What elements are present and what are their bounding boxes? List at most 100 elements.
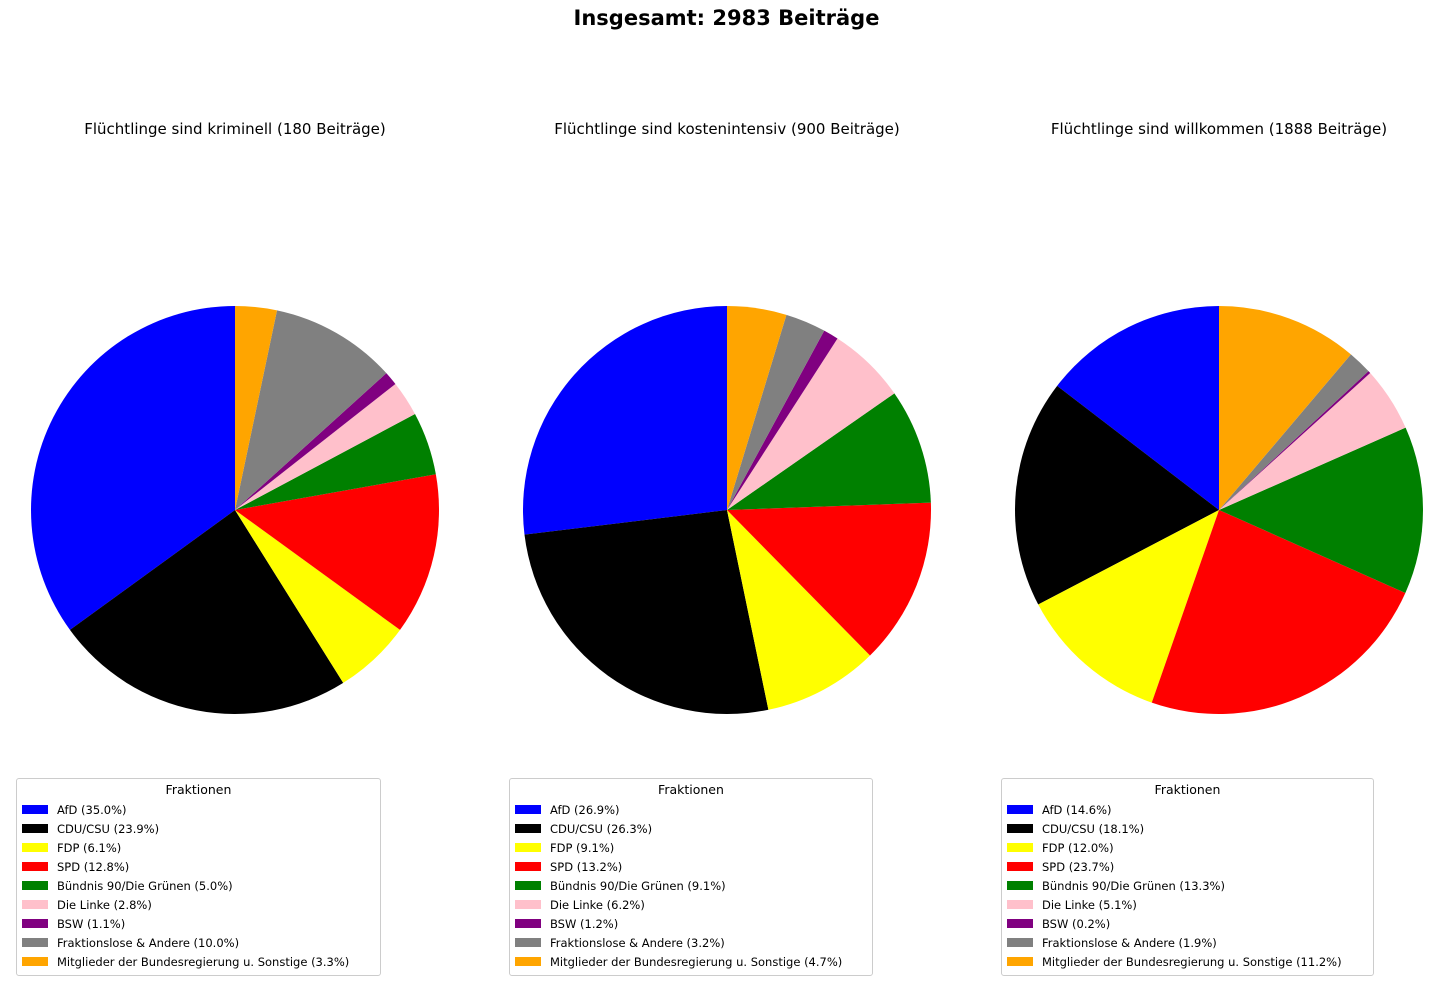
legend-item-bsw: BSW (1.1%) (22, 914, 375, 933)
pie-slice-b-ndnis-90-die-gr-nen (727, 393, 931, 510)
pie-slice-fraktionslose-andere (1219, 354, 1369, 510)
legend-label: CDU/CSU (26.3%) (550, 821, 653, 836)
legend-swatch (1007, 900, 1033, 909)
pie-slice-fraktionslose-andere (727, 314, 825, 510)
legend-item-die-linke: Die Linke (2.8%) (22, 895, 375, 914)
legend-label: Die Linke (6.2%) (550, 897, 645, 912)
legend-item-bsw: BSW (1.2%) (515, 914, 867, 933)
legend-swatch (1007, 805, 1033, 814)
pie-chart-willkommen (1014, 306, 1423, 715)
pie-slice-bsw (1219, 371, 1371, 510)
chart-title-kostenintensiv: Flüchtlinge sind kostenintensiv (900 Bei… (554, 120, 900, 138)
legend-item-fraktionslose-andere: Fraktionslose & Andere (1.9%) (1007, 933, 1368, 952)
legend-swatch (515, 938, 541, 947)
legend-item-afd: AfD (14.6%) (1007, 800, 1368, 819)
legend-item-spd: SPD (23.7%) (1007, 857, 1368, 876)
legend-swatch (515, 862, 541, 871)
pie-slice-b-ndnis-90-die-gr-nen (1219, 427, 1423, 593)
chart-title-kriminell: Flüchtlinge sind kriminell (180 Beiträge… (84, 120, 386, 138)
pie-slice-cdu-csu (524, 510, 769, 714)
legend-swatch (22, 881, 48, 890)
legend-items: AfD (26.9%) CDU/CSU (26.3%) FDP (9.1%) SPD … (515, 800, 867, 971)
legend-item-fdp: FDP (12.0%) (1007, 838, 1368, 857)
legend-label: Fraktionslose & Andere (3.2%) (550, 935, 725, 950)
legend-swatch (1007, 824, 1033, 833)
pie-slice-mitglieder-der-bundesregierung-u-sonstige (235, 306, 277, 510)
pie-slice-bsw (727, 330, 838, 510)
legend-label: Mitglieder der Bundesregierung u. Sonsti… (57, 954, 350, 969)
legend-item-afd: AfD (35.0%) (22, 800, 375, 819)
legend-swatch (22, 862, 48, 871)
legend-label: FDP (12.0%) (1042, 840, 1114, 855)
pie-chart-kriminell (30, 306, 439, 715)
legend-swatch (515, 805, 541, 814)
legend-item-b-ndnis-90-die-gr-nen: Bündnis 90/Die Grünen (5.0%) (22, 876, 375, 895)
legend-swatch (515, 881, 541, 890)
figure-title: Insgesamt: 2983 Beiträge (573, 6, 880, 30)
chart-title-willkommen: Flüchtlinge sind willkommen (1888 Beiträ… (1050, 120, 1388, 138)
legend-item-mitglieder-der-bundesregierung-u-sonstige: Mitglieder der Bundesregierung u. Sonsti… (515, 952, 867, 971)
legend-label: CDU/CSU (23.9%) (57, 821, 160, 836)
pie-slice-fdp (235, 510, 401, 683)
legend-swatch (22, 805, 48, 814)
legend-label: Bündnis 90/Die Grünen (5.0%) (57, 878, 233, 893)
legend-label: FDP (9.1%) (550, 840, 615, 855)
legend-label: BSW (1.1%) (57, 916, 126, 931)
legend-kostenintensiv: Fraktionen AfD (26.9%) CDU/CSU (26.3%) FDP… (509, 778, 873, 976)
legend-label: Mitglieder der Bundesregierung u. Sonsti… (1042, 954, 1342, 969)
pie-slice-mitglieder-der-bundesregierung-u-sonstige (727, 306, 787, 510)
legend-label: CDU/CSU (18.1%) (1042, 821, 1145, 836)
pie-slice-cdu-csu (69, 510, 344, 715)
legend-title: Fraktionen (165, 782, 232, 797)
legend-swatch (22, 843, 48, 852)
pie-slice-fraktionslose-andere (235, 310, 387, 510)
legend-swatch (515, 900, 541, 909)
legend-swatch (515, 919, 541, 928)
legend-item-fraktionslose-andere: Fraktionslose & Andere (10.0%) (22, 933, 375, 952)
pie-slice-spd (235, 474, 439, 630)
legend-item-die-linke: Die Linke (5.1%) (1007, 895, 1368, 914)
legend-label: SPD (12.8%) (57, 859, 130, 874)
legend-label: AfD (14.6%) (1042, 802, 1112, 817)
legend-item-fdp: FDP (6.1%) (22, 838, 375, 857)
pie-slice-afd (522, 306, 727, 535)
pie-slice-die-linke (235, 383, 415, 510)
legend-swatch (1007, 862, 1033, 871)
pie-slice-b-ndnis-90-die-gr-nen (235, 413, 436, 510)
legend-item-bsw: BSW (0.2%) (1007, 914, 1368, 933)
legend-label: Die Linke (5.1%) (1042, 897, 1137, 912)
pie-slice-mitglieder-der-bundesregierung-u-sonstige (1219, 306, 1351, 510)
legend-item-cdu-csu: CDU/CSU (26.3%) (515, 819, 867, 838)
legend-kriminell: Fraktionen AfD (35.0%) CDU/CSU (23.9%) FDP… (16, 778, 381, 976)
legend-swatch (515, 843, 541, 852)
legend-item-fdp: FDP (9.1%) (515, 838, 867, 857)
legend-swatch (22, 957, 48, 966)
legend-label: FDP (6.1%) (57, 840, 122, 855)
pie-chart-kostenintensiv (522, 306, 932, 714)
pie-slice-fdp (727, 510, 870, 710)
legend-swatch (22, 824, 48, 833)
legend-item-fraktionslose-andere: Fraktionslose & Andere (3.2%) (515, 933, 867, 952)
legend-swatch (1007, 881, 1033, 890)
legend-label: AfD (26.9%) (550, 802, 620, 817)
pie-slice-spd (1151, 510, 1406, 715)
legend-swatch (22, 900, 48, 909)
legend-title: Fraktionen (1154, 782, 1221, 797)
legend-willkommen: Fraktionen AfD (14.6%) CDU/CSU (18.1%) FDP… (1001, 778, 1374, 976)
legend-label: Bündnis 90/Die Grünen (9.1%) (550, 878, 726, 893)
legend-label: BSW (1.2%) (550, 916, 619, 931)
legend-label: SPD (13.2%) (550, 859, 623, 874)
legend-item-b-ndnis-90-die-gr-nen: Bündnis 90/Die Grünen (9.1%) (515, 876, 867, 895)
legend-item-die-linke: Die Linke (6.2%) (515, 895, 867, 914)
legend-items: AfD (35.0%) CDU/CSU (23.9%) FDP (6.1%) SPD … (22, 800, 375, 971)
legend-swatch (1007, 938, 1033, 947)
pie-slice-bsw (235, 373, 396, 510)
pie-slice-die-linke (1219, 373, 1406, 510)
legend-item-afd: AfD (26.9%) (515, 800, 867, 819)
legend-label: AfD (35.0%) (57, 802, 127, 817)
legend-label: BSW (0.2%) (1042, 916, 1111, 931)
legend-label: Die Linke (2.8%) (57, 897, 152, 912)
legend-item-mitglieder-der-bundesregierung-u-sonstige: Mitglieder der Bundesregierung u. Sonsti… (1007, 952, 1368, 971)
pie-slice-afd (30, 306, 235, 630)
legend-item-cdu-csu: CDU/CSU (18.1%) (1007, 819, 1368, 838)
